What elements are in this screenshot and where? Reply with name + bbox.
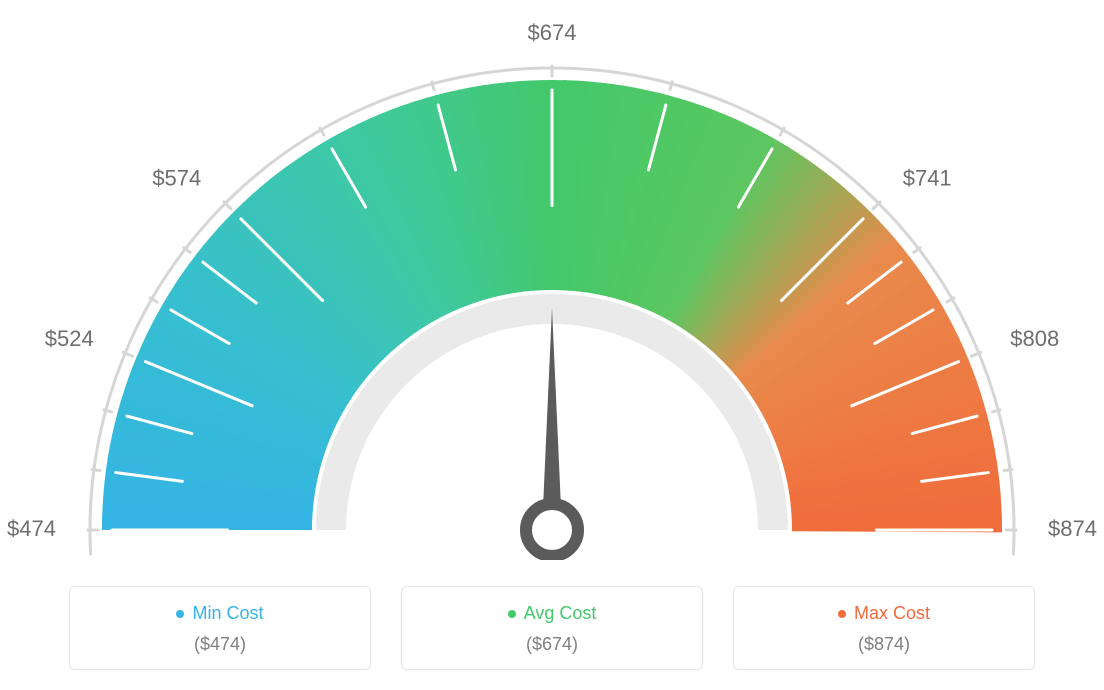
svg-text:$674: $674: [528, 20, 577, 45]
legend-card-min: Min Cost ($474): [69, 586, 371, 670]
legend-dot-avg: [508, 610, 516, 618]
legend-label-min: Min Cost: [192, 603, 263, 624]
legend-dot-max: [838, 610, 846, 618]
legend-card-avg: Avg Cost ($674): [401, 586, 703, 670]
legend-card-max: Max Cost ($874): [733, 586, 1035, 670]
svg-text:$474: $474: [7, 516, 56, 541]
legend-value-min: ($474): [70, 634, 370, 655]
legend-label-avg: Avg Cost: [524, 603, 597, 624]
svg-text:$574: $574: [152, 165, 201, 190]
legend-label-max: Max Cost: [854, 603, 930, 624]
svg-text:$524: $524: [45, 326, 94, 351]
legend-row: Min Cost ($474) Avg Cost ($674) Max Cost…: [0, 586, 1104, 670]
legend-value-avg: ($674): [402, 634, 702, 655]
svg-text:$874: $874: [1048, 516, 1097, 541]
svg-text:$808: $808: [1010, 326, 1059, 351]
cost-gauge: $474 $524 $574 $674 $741 $808 $874: [0, 0, 1104, 560]
legend-dot-min: [176, 610, 184, 618]
svg-text:$741: $741: [903, 165, 952, 190]
legend-value-max: ($874): [734, 634, 1034, 655]
